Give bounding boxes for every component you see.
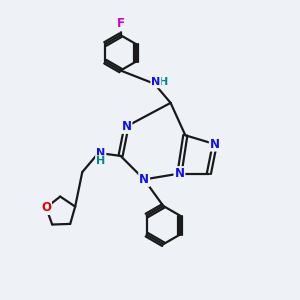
Text: N: N	[122, 120, 131, 133]
Text: H: H	[96, 156, 106, 166]
Text: N: N	[210, 138, 220, 151]
Text: O: O	[41, 201, 51, 214]
Text: N: N	[151, 77, 160, 87]
Text: N: N	[96, 148, 106, 158]
Text: H: H	[159, 77, 169, 87]
Text: N: N	[174, 167, 184, 180]
Text: N: N	[139, 173, 149, 186]
Text: F: F	[117, 17, 124, 31]
